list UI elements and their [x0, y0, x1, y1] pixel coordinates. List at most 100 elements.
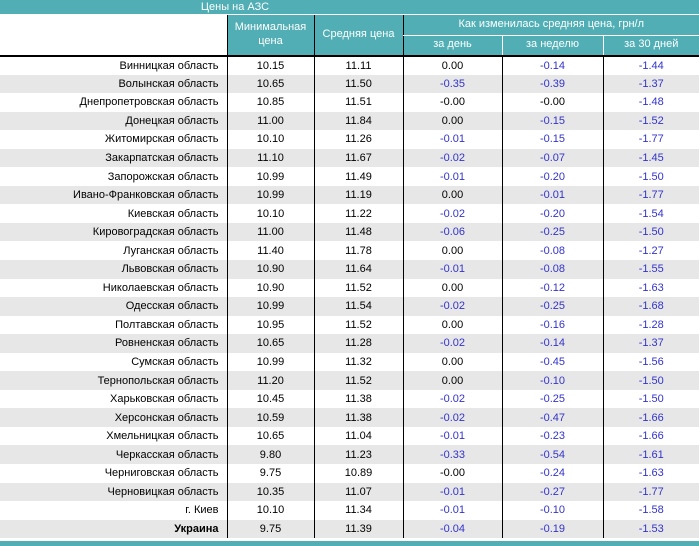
change-30d-cell: -1.48: [602, 93, 699, 112]
change-day-cell: -0.01: [402, 130, 502, 149]
table-row: Луганская область 11.40 11.78 0.00 -0.08 -1.2…: [0, 241, 699, 261]
avg-price-cell: 11.48: [313, 222, 403, 242]
avg-price-cell: 11.54: [313, 297, 403, 316]
avg-price-cell: 11.28: [313, 334, 403, 353]
min-price-cell: 10.10: [226, 501, 314, 520]
change-day-cell: -0.02: [402, 148, 502, 168]
change-day-cell: -0.02: [402, 389, 502, 409]
region-cell: Ровненская область: [115, 337, 219, 350]
table-body: Винницкая область 10.15 11.11 0.00 -0.14 -1.4…: [0, 56, 699, 539]
min-price-cell: 10.99: [226, 297, 314, 316]
avg-price-cell: 11.49: [313, 167, 403, 186]
region-cell: Житомирская область: [104, 133, 219, 146]
min-price-cell: 10.65: [226, 334, 314, 353]
avg-price-cell: 11.04: [313, 426, 403, 446]
change-30d-cell: -1.61: [602, 445, 699, 465]
change-week-cell: -0.25: [501, 297, 603, 316]
change-day-cell: -0.02: [402, 334, 502, 353]
table-row: Винницкая область 10.15 11.11 0.00 -0.14 -1.4…: [0, 56, 699, 75]
region-cell: Волынская область: [118, 77, 219, 90]
table-row: Сумская область 10.99 11.32 0.00 -0.45 -1.56: [0, 352, 699, 372]
change-day-cell: -0.01: [402, 426, 502, 446]
change-day-cell: 0.00: [402, 56, 502, 75]
change-30d-cell: -1.58: [602, 501, 699, 520]
change-week-cell: -0.15: [501, 111, 603, 131]
change-30d-cell: -1.63: [602, 464, 699, 483]
change-week-cell: -0.00: [501, 93, 603, 112]
change-30d-cell: -1.68: [602, 297, 699, 316]
change-30d-cell: -1.77: [602, 130, 699, 149]
min-price-cell: 10.65: [226, 426, 314, 446]
change-day-cell: -0.33: [402, 445, 502, 465]
avg-price-cell: 11.50: [313, 74, 403, 94]
column-header-change-day: за день: [402, 35, 502, 57]
avg-price-cell: 11.67: [313, 148, 403, 168]
change-week-cell: -0.19: [501, 519, 603, 539]
change-day-cell: 0.00: [402, 352, 502, 372]
change-week-cell: -0.39: [501, 74, 603, 94]
avg-price-cell: 11.22: [313, 204, 403, 223]
change-30d-cell: -1.37: [602, 334, 699, 353]
table-row: Херсонская область 10.59 11.38 -0.02 -0.47 -1…: [0, 408, 699, 427]
region-cell: Черкасская область: [115, 448, 219, 461]
min-price-cell: 10.95: [226, 315, 314, 335]
min-price-cell: 10.45: [226, 389, 314, 409]
avg-price-cell: 10.89: [313, 464, 403, 483]
table-row: Волынская область 10.65 11.50 -0.35 -0.39 -1.…: [0, 74, 699, 94]
change-30d-cell: -1.55: [602, 260, 699, 279]
change-30d-cell: -1.63: [602, 278, 699, 298]
min-price-cell: 11.00: [226, 111, 314, 131]
table-row: Львовская область 10.90 11.64 -0.01 -0.08 -1.…: [0, 260, 699, 279]
table-row: Ровненская область 10.65 11.28 -0.02 -0.14 -1…: [0, 334, 699, 353]
table-row: Закарпатская область 11.10 11.67 -0.02 -0.07…: [0, 148, 699, 168]
min-price-cell: 10.65: [226, 74, 314, 94]
change-day-cell: -0.06: [402, 222, 502, 242]
region-cell: Черниговская область: [104, 467, 219, 480]
table-row: Харьковская область 10.45 11.38 -0.02 -0.25-…: [0, 389, 699, 409]
change-week-cell: -0.25: [501, 222, 603, 242]
table-row: Николаевская область 10.90 11.52 0.00 -0.12-…: [0, 278, 699, 298]
min-price-cell: 10.90: [226, 278, 314, 298]
region-cell: Донецкая область: [125, 114, 219, 127]
region-cell: Запорожская область: [107, 170, 219, 183]
change-day-cell: -0.00: [402, 464, 502, 483]
change-week-cell: -0.20: [501, 204, 603, 223]
change-30d-cell: -1.77: [602, 482, 699, 502]
change-day-cell: 0.00: [402, 241, 502, 261]
avg-price-cell: 11.34: [313, 501, 403, 520]
change-week-cell: -0.08: [501, 241, 603, 261]
avg-price-cell: 11.78: [313, 241, 403, 261]
change-30d-cell: -1.66: [602, 408, 699, 427]
region-cell: Львовская область: [121, 263, 219, 276]
change-week-cell: -0.01: [501, 185, 603, 205]
region-cell: Харьковская область: [110, 393, 219, 406]
region-cell: Одесская область: [125, 300, 219, 313]
region-cell: Ивано-Франковская область: [73, 189, 219, 202]
change-30d-cell: -1.50: [602, 167, 699, 186]
change-week-cell: -0.23: [501, 426, 603, 446]
min-price-cell: 10.85: [226, 93, 314, 112]
corner-cell: [0, 15, 227, 57]
min-price-cell: 9.75: [226, 519, 314, 539]
change-day-cell: -0.02: [402, 408, 502, 427]
change-week-cell: -0.54: [501, 445, 603, 465]
change-30d-cell: -1.50: [602, 371, 699, 390]
bottom-accent-strip: [0, 541, 699, 546]
min-price-cell: 10.15: [226, 56, 314, 75]
avg-price-cell: 11.11: [313, 56, 403, 75]
table-row: Киевская область 10.10 11.22 -0.02 -0.20 -1.5…: [0, 204, 699, 223]
table-row: Хмельницкая область 10.65 11.04 -0.01 -0.23-…: [0, 426, 699, 446]
region-cell: Хмельницкая область: [106, 430, 219, 443]
region-cell: Луганская область: [123, 244, 219, 257]
table-row: Украина 9.75 11.39 -0.04 -0.19 -1.53: [0, 519, 699, 539]
table-row: Тернопольская область 11.20 11.52 0.00 -0.10…: [0, 371, 699, 390]
min-price-cell: 10.99: [226, 185, 314, 205]
column-header-min-price: Минимальная цена: [226, 15, 314, 57]
table-row: Донецкая область 11.00 11.84 0.00 -0.15 -1.52: [0, 111, 699, 131]
column-header-change-group: Как изменилась средняя цена, грн/л: [402, 15, 699, 36]
column-header-change-30d: за 30 дней: [602, 35, 699, 57]
avg-price-cell: 11.19: [313, 185, 403, 205]
change-day-cell: -0.01: [402, 482, 502, 502]
change-week-cell: -0.14: [501, 334, 603, 353]
min-price-cell: 9.80: [226, 445, 314, 465]
